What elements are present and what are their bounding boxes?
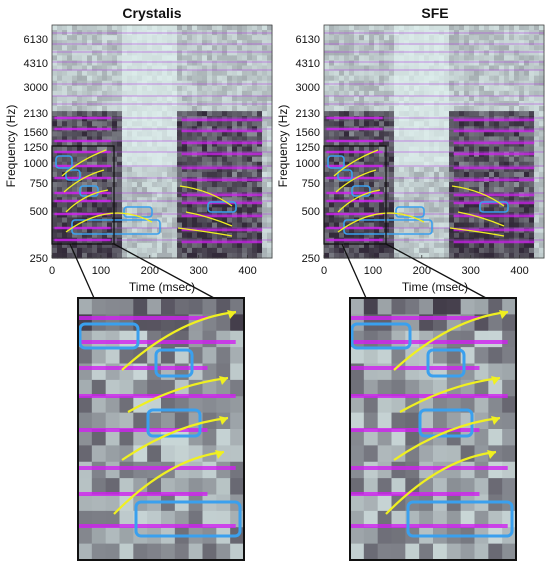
y-tick-label: 250 [302,253,320,265]
x-tick-label: 0 [321,265,327,277]
y-tick-label: 1000 [24,158,48,170]
zoom-inset [349,297,517,561]
spectrogram [323,24,545,259]
y-axis-label: Frequency (Hz) [4,105,18,188]
x-tick-label: 400 [510,265,528,277]
x-tick-label: 100 [364,265,382,277]
y-axis: 250 500 750 1000 1250 1560 2130 3000 4310 6130 [24,34,48,265]
x-axis-label: Time (msec) [402,280,468,294]
y-tick-label: 6130 [24,34,48,46]
spectrogram [51,24,273,259]
y-tick-label: 2130 [296,108,320,120]
zoom-inset [77,297,245,561]
y-tick-label: 1560 [296,127,320,139]
annotation-overlay [323,145,509,299]
y-tick-label: 1000 [296,158,320,170]
y-axis: 250 500 750 1000 1250 1560 2130 3000 4310 6130 [296,34,320,265]
y-tick-label: 750 [30,178,48,190]
y-tick-label: 4310 [296,58,320,70]
x-axis: 0 100 200 300 400 [49,255,257,277]
y-tick-label: 6130 [296,34,320,46]
x-tick-label: 300 [461,265,479,277]
y-tick-label: 4310 [24,58,48,70]
y-axis-label: Frequency (Hz) [276,105,290,188]
y-tick-label: 750 [302,178,320,190]
y-tick-label: 2130 [24,108,48,120]
x-tick-label: 400 [238,265,256,277]
y-tick-label: 1250 [296,142,320,154]
x-axis-label: Time (msec) [129,280,195,294]
panel-right: SFE 250500750100012501560213030004310613… [276,5,545,561]
chart-title: Crystalis [122,5,181,21]
panel-left: Crystalis 250500750100012501560213030004… [4,5,273,561]
y-tick-label: 500 [30,206,48,218]
x-tick-label: 200 [413,265,431,277]
x-tick-label: 200 [141,265,159,277]
y-tick-label: 1250 [24,142,48,154]
x-tick-label: 0 [49,265,55,277]
y-tick-label: 1560 [24,127,48,139]
annotation-overlay [51,145,237,299]
y-tick-label: 3000 [296,82,320,94]
x-tick-label: 100 [92,265,110,277]
y-tick-label: 250 [30,253,48,265]
y-tick-label: 500 [302,206,320,218]
x-axis: 0 100 200 300 400 [321,255,529,277]
x-tick-label: 300 [189,265,207,277]
y-tick-label: 3000 [24,82,48,94]
chart-title: SFE [421,5,448,21]
